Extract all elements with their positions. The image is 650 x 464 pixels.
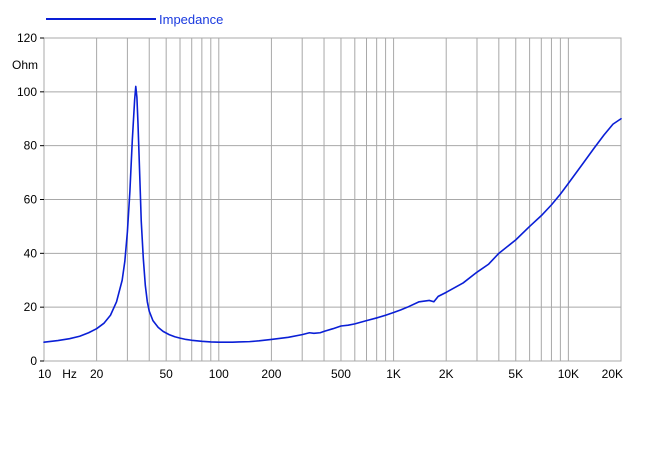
series-layer — [43, 85, 622, 343]
series-line-impedance — [43, 85, 622, 343]
y-tick-label: 100 — [17, 85, 37, 99]
x-tick-label: 10K — [558, 367, 579, 381]
x-tick-label: 10 — [38, 367, 52, 381]
y-tick-label: 60 — [24, 193, 38, 207]
x-axis-ticks: 10 20 50 100 200 500 1K 2K 5K 10K 20K — [38, 367, 623, 381]
x-tick-label: 20 — [90, 367, 104, 381]
x-tick-label: 5K — [508, 367, 523, 381]
y-tick-label: 80 — [24, 139, 38, 153]
x-tick-label: 20K — [602, 367, 623, 381]
legend: Impedance — [46, 12, 223, 27]
y-tick-label: 20 — [24, 300, 38, 314]
x-tick-label: 100 — [209, 367, 229, 381]
grid — [44, 38, 621, 361]
y-tick-label: 40 — [24, 246, 38, 260]
legend-label-impedance: Impedance — [159, 12, 223, 27]
x-tick-label: 500 — [331, 367, 351, 381]
y-axis-ticks: 0 20 40 60 80 100 120 — [17, 31, 44, 368]
y-tick-label: 120 — [17, 31, 37, 45]
x-tick-label: 50 — [159, 367, 173, 381]
y-tick-label: 0 — [30, 354, 37, 368]
y-axis-unit-label: Ohm — [12, 58, 38, 72]
x-tick-label: 2K — [439, 367, 454, 381]
x-axis-unit-label: Hz — [62, 367, 77, 381]
x-tick-label: 1K — [386, 367, 401, 381]
x-tick-label: 200 — [261, 367, 281, 381]
